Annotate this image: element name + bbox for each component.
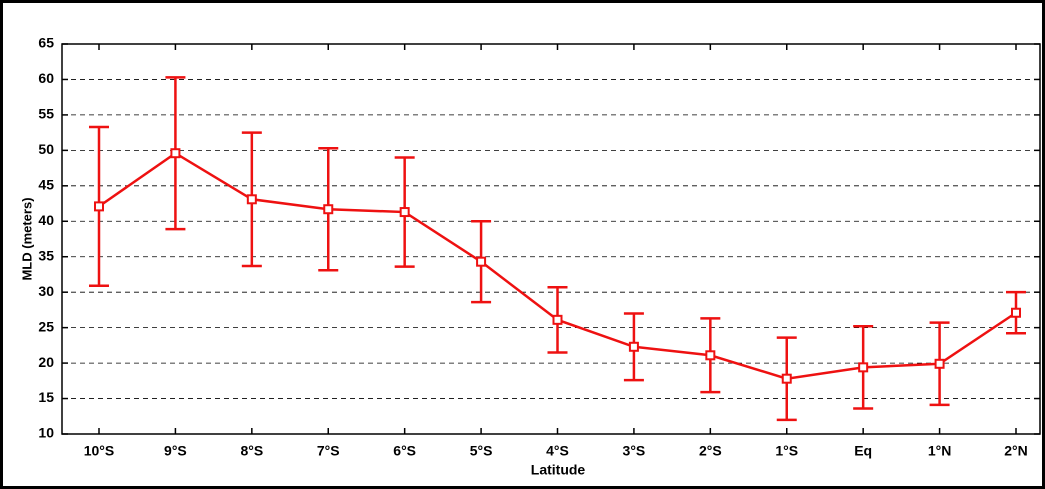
marker <box>1011 307 1021 318</box>
y-axis-label: MLD (meters) <box>19 197 34 280</box>
y-tick-label: 45 <box>38 177 54 193</box>
x-tick-label: 9°S <box>164 443 187 459</box>
marker <box>170 148 181 159</box>
x-tick-label: 2°N <box>1004 443 1028 459</box>
y-tick-label: 10 <box>38 425 54 441</box>
y-tick-label: 35 <box>38 247 54 263</box>
x-tick-label: 2°S <box>699 443 722 459</box>
marker <box>246 194 257 205</box>
x-tick-label: Eq <box>854 443 872 459</box>
marker <box>476 256 487 267</box>
marker <box>94 201 104 212</box>
marker <box>552 314 563 325</box>
x-tick-label: 1°N <box>928 443 952 459</box>
x-tick-label: 8°S <box>240 443 263 459</box>
y-tick-label: 65 <box>38 35 54 51</box>
x-tick-label: 6°S <box>393 443 416 459</box>
y-tick-label: 20 <box>38 354 54 370</box>
y-tick-label: 55 <box>38 106 54 122</box>
y-tick-label: 30 <box>38 283 54 299</box>
y-tick-label: 40 <box>38 212 54 228</box>
marker <box>781 373 792 384</box>
y-tick-label: 25 <box>38 318 54 334</box>
marker <box>628 341 639 352</box>
plot-area <box>61 43 1041 435</box>
x-tick-label: 3°S <box>623 443 646 459</box>
x-tick-label: 7°S <box>317 443 340 459</box>
x-tick-label: 4°S <box>546 443 569 459</box>
marker <box>705 350 716 361</box>
marker <box>399 207 410 218</box>
y-tick-label: 60 <box>38 70 54 86</box>
x-axis-label: Latitude <box>531 462 586 478</box>
x-tick-label: 10°S <box>84 443 115 459</box>
y-tick-label: 50 <box>38 141 54 157</box>
marker <box>323 204 334 215</box>
marker <box>858 362 869 373</box>
x-tick-label: 1°S <box>775 443 798 459</box>
marker <box>934 358 945 369</box>
x-tick-label: 5°S <box>470 443 493 459</box>
y-tick-label: 15 <box>38 389 54 405</box>
